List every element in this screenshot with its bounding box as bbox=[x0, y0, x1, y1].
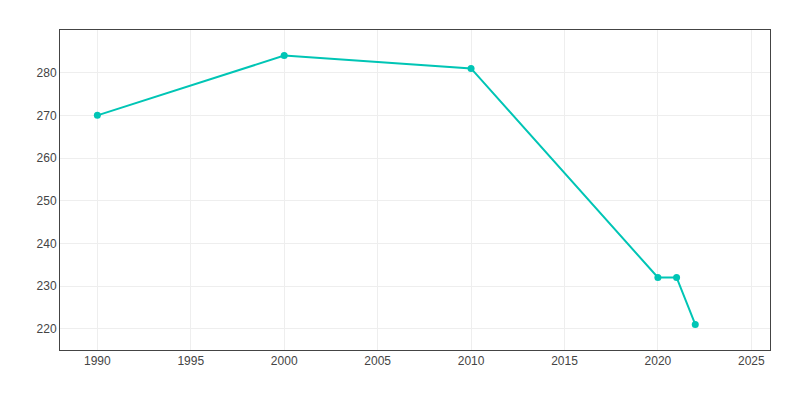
svg-text:220: 220 bbox=[37, 322, 57, 336]
svg-text:2010: 2010 bbox=[458, 354, 485, 368]
svg-text:2000: 2000 bbox=[271, 354, 298, 368]
svg-text:2015: 2015 bbox=[551, 354, 578, 368]
svg-text:1995: 1995 bbox=[177, 354, 204, 368]
svg-text:240: 240 bbox=[37, 237, 57, 251]
svg-text:230: 230 bbox=[37, 279, 57, 293]
svg-text:250: 250 bbox=[37, 194, 57, 208]
svg-text:270: 270 bbox=[37, 109, 57, 123]
svg-text:2020: 2020 bbox=[645, 354, 672, 368]
svg-text:2025: 2025 bbox=[738, 354, 765, 368]
svg-text:1990: 1990 bbox=[84, 354, 111, 368]
svg-text:2005: 2005 bbox=[364, 354, 391, 368]
svg-text:280: 280 bbox=[37, 66, 57, 80]
svg-text:260: 260 bbox=[37, 151, 57, 165]
